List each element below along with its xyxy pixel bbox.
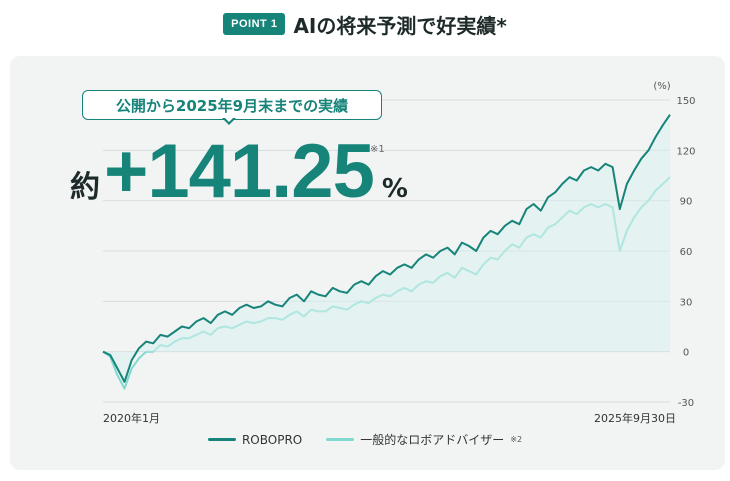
return-unit: % [381,174,408,204]
y-tick-label: 120 [676,146,695,157]
callout-tip-inner [223,116,234,122]
x-start-label: 2020年1月 [103,411,160,425]
callout-tip [222,118,236,125]
y-tick-label: 30 [680,297,693,308]
y-tick-label: 150 [676,96,695,107]
legend-general: 一般的なロボアドバイザー ※2 [326,431,522,448]
legend-swatch-robopro [207,438,236,441]
robopro-area [103,114,670,382]
y-tick-label: -30 [678,398,694,409]
series-line-0 [102,114,671,383]
y-tick-label: 60 [680,247,693,258]
y-unit-label: (%) [653,81,670,92]
header: POINT 1 AIの将来予測で好実績* [0,10,730,38]
y-tick-label: 0 [683,348,689,359]
x-end-label: 2025年9月30日 [594,411,676,425]
legend-label-general: 一般的なロボアドバイザー [360,433,505,447]
headline-return: 約 +141.25 % [70,128,408,215]
legend-swatch-general [326,438,355,441]
legend-robopro: ROBOPRO [207,431,303,448]
return-value: +141.25 [104,129,375,214]
legend-label-robopro: ROBOPRO [241,432,303,447]
point-badge: POINT 1 [223,13,286,35]
footnote-mark-2: ※2 [510,435,523,444]
period-callout: 公開から2025年9月末までの実績 [82,90,382,120]
approx-prefix: 約 [70,170,100,205]
legend: ROBOPRO 一般的なロボアドバイザー ※2 [0,431,730,448]
headline: AIの将来予測で好実績* [293,13,507,38]
footnote-mark-1: ※1 [370,144,385,155]
y-tick-label: 90 [680,197,693,208]
